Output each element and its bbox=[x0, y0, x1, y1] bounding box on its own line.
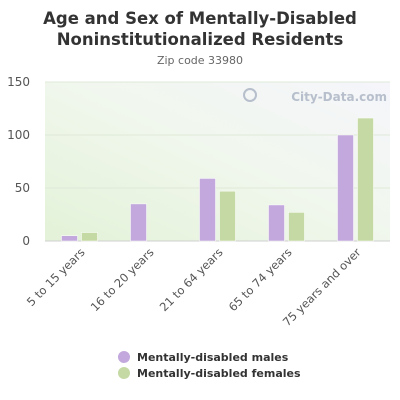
x-tick-label: 75 years and over bbox=[280, 245, 364, 329]
watermark-text: City-Data.com bbox=[291, 90, 387, 104]
x-tick-label: 16 to 20 years bbox=[88, 245, 157, 314]
bar-males bbox=[268, 204, 285, 242]
y-tick-label: 150 bbox=[7, 75, 30, 89]
chart-title: Age and Sex of Mentally-Disabled Noninst… bbox=[0, 8, 400, 50]
bar-males bbox=[61, 235, 78, 242]
bar-males bbox=[130, 203, 147, 242]
y-tick-label: 0 bbox=[22, 234, 30, 248]
bar-males bbox=[199, 178, 216, 242]
legend-label-males: Mentally-disabled males bbox=[137, 350, 289, 364]
legend-item-males: Mentally-disabled males bbox=[118, 349, 301, 365]
plot-area bbox=[45, 82, 390, 241]
bar-females bbox=[288, 212, 305, 242]
watermark-icon bbox=[243, 88, 257, 102]
bar-males bbox=[337, 134, 354, 242]
y-tick-label: 100 bbox=[7, 128, 30, 142]
legend: Mentally-disabled males Mentally-disable… bbox=[118, 349, 301, 381]
legend-item-females: Mentally-disabled females bbox=[118, 365, 301, 381]
legend-swatch-males bbox=[118, 351, 130, 363]
legend-swatch-females bbox=[118, 367, 130, 379]
x-tick-label: 65 to 74 years bbox=[226, 245, 295, 314]
chart-subtitle: Zip code 33980 bbox=[156, 54, 244, 67]
x-tick-label: 21 to 64 years bbox=[157, 245, 226, 314]
bar-females bbox=[219, 190, 236, 242]
bar-females bbox=[81, 232, 98, 242]
x-tick-label: 5 to 15 years bbox=[24, 245, 88, 309]
legend-label-females: Mentally-disabled females bbox=[137, 366, 301, 380]
chart-title-line-1: Age and Sex of Mentally-Disabled bbox=[43, 9, 357, 28]
bar-females bbox=[357, 117, 374, 242]
chart-title-line-2: Noninstitutionalized Residents bbox=[56, 30, 344, 49]
y-tick-label: 50 bbox=[15, 181, 30, 195]
